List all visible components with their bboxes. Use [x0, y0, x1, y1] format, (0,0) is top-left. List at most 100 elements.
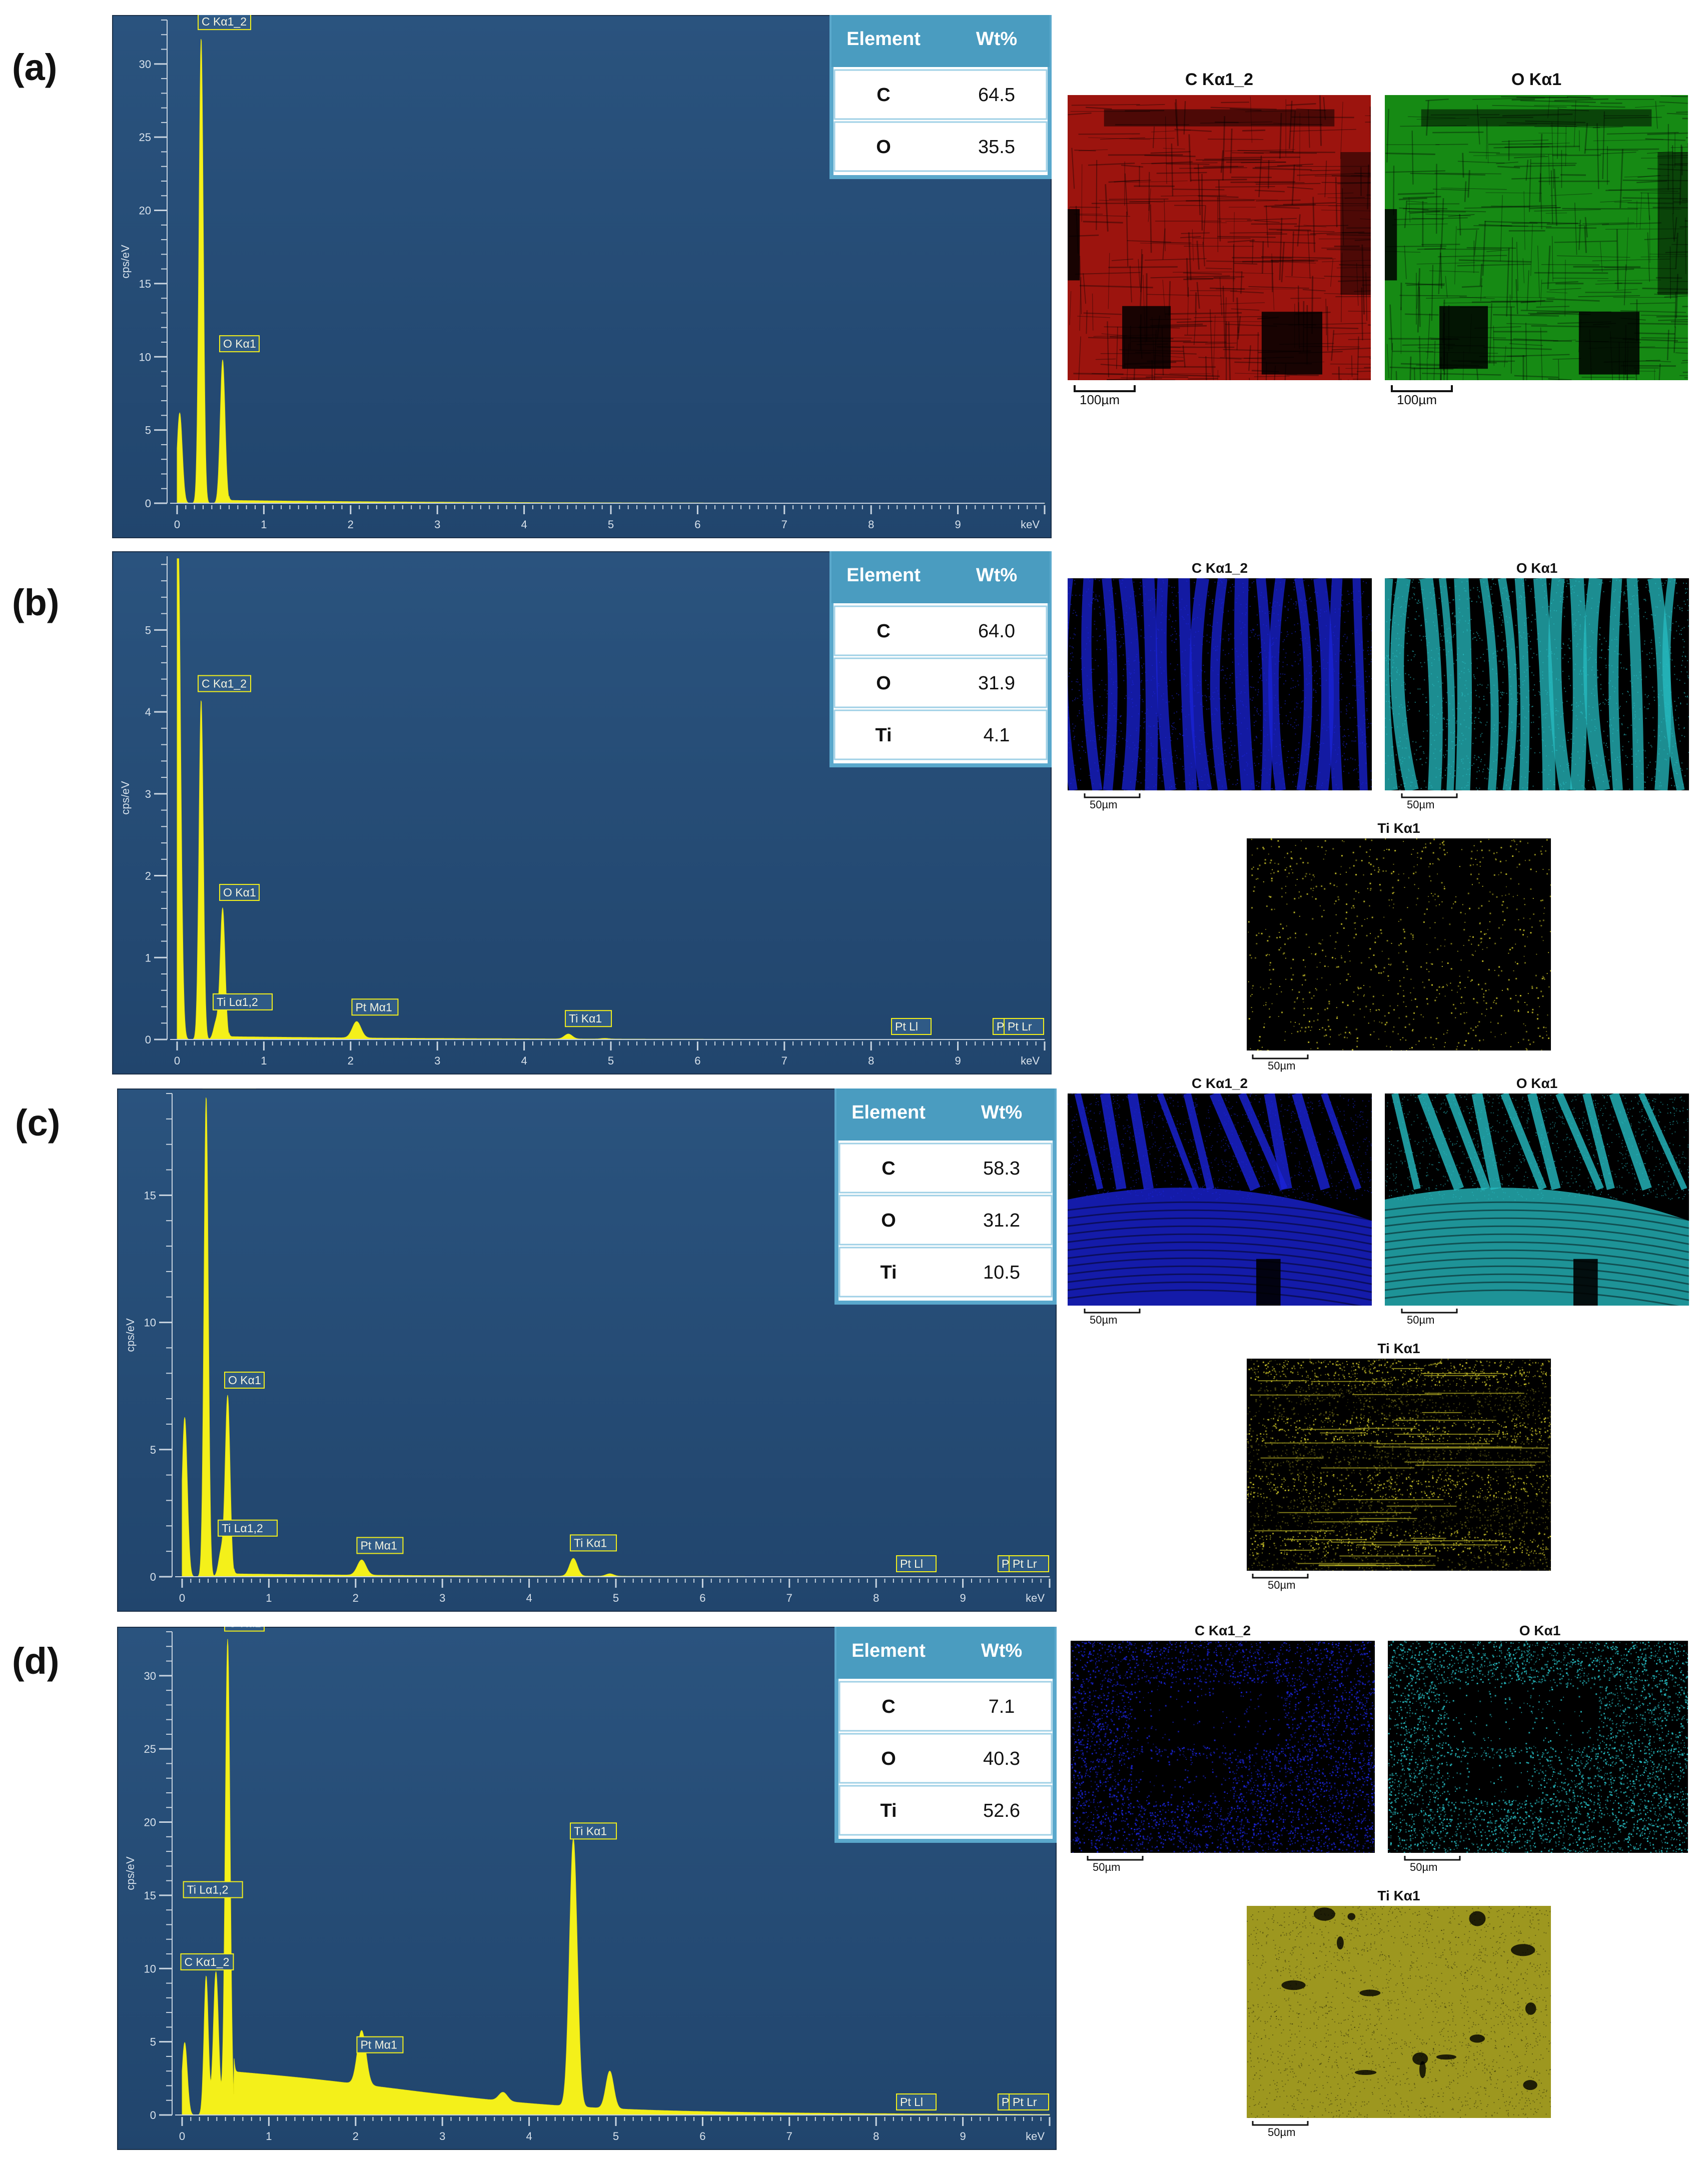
- table-cell-wt: 7.1: [989, 1696, 1015, 1717]
- peak-label: Ti Lα1,2: [183, 1881, 243, 1898]
- x-tick-label: 2: [348, 518, 354, 531]
- x-tick-label: 3: [434, 518, 440, 531]
- peak-label-text: O Kα1: [223, 337, 256, 350]
- x-tick-label: 5: [608, 1054, 614, 1067]
- table-row: [838, 1785, 1053, 1836]
- scale-bar: 100µm: [1074, 385, 1136, 406]
- elemental-map-ti-d: [1247, 1906, 1551, 2118]
- x-tick-label: 6: [694, 518, 700, 531]
- map-title: O Kα1: [1385, 560, 1689, 576]
- elemental-map-ti-c: [1247, 1359, 1551, 1571]
- map-title: O Kα1: [1385, 1075, 1689, 1092]
- x-tick-label: 2: [348, 1054, 354, 1067]
- peak-label-text: O Kα1: [228, 1374, 261, 1387]
- table-header-wt: Wt%: [981, 1640, 1022, 1661]
- peak-label: Pt Ll: [896, 2093, 937, 2110]
- peak-label: Pt Lr: [1009, 1555, 1049, 1572]
- table-cell-element: Ti: [880, 1800, 897, 1821]
- x-tick-label: 3: [439, 2130, 445, 2142]
- table-row: [833, 121, 1048, 172]
- element-table: Element Wt% C 58.3 O 31.2 Ti 10.5: [834, 1089, 1057, 1305]
- table-header-element: Element: [846, 565, 921, 586]
- scale-bar: 50µm: [1252, 2121, 1309, 2138]
- x-tick-label: 7: [786, 2130, 792, 2142]
- x-tick-label: 4: [526, 1592, 532, 1604]
- y-tick-label: 15: [144, 1889, 156, 1902]
- x-tick-label: 0: [179, 1592, 185, 1604]
- x-tick-label: 3: [439, 1592, 445, 1604]
- map-background: [1247, 838, 1551, 1050]
- x-tick-label: 6: [699, 1592, 705, 1604]
- y-tick-label: 15: [139, 278, 151, 290]
- map-signal: [1068, 1094, 1372, 1306]
- table-header-wt: Wt%: [976, 29, 1017, 50]
- y-tick-label: 10: [144, 1962, 156, 1975]
- peak-label-text: Pt Mα1: [355, 1000, 392, 1013]
- peak-label: O Kα1: [224, 1372, 265, 1389]
- table-cell-wt: 52.6: [983, 1800, 1020, 1821]
- y-tick-label: 30: [144, 1670, 156, 1682]
- map-title: C Kα1_2: [1071, 1623, 1375, 1639]
- x-tick-label: 0: [174, 1054, 180, 1067]
- table-cell-element: Ti: [880, 1262, 897, 1283]
- x-tick-label: 1: [266, 1592, 272, 1604]
- elemental-map-ti-b: [1247, 838, 1551, 1050]
- scale-bar: 50µm: [1084, 793, 1141, 811]
- x-tick-label: 1: [261, 1054, 267, 1067]
- peak-label: O Kα1: [224, 1627, 265, 1632]
- peak-label: Pt Mα1: [356, 1537, 404, 1554]
- y-tick-label: 4: [145, 706, 151, 718]
- peak-label-text: C Kα1_2: [202, 677, 247, 690]
- peak-label: Pt Lr: [1004, 1018, 1044, 1035]
- table-row: [833, 69, 1048, 120]
- table-row: [838, 1733, 1053, 1784]
- peak-label: Pt Ll: [891, 1018, 932, 1035]
- scale-bar: 100µm: [1391, 385, 1453, 406]
- scale-bar: 50µm: [1404, 1856, 1461, 1873]
- y-axis-label: cps/eV: [124, 1318, 137, 1352]
- table-header-element: Element: [846, 29, 921, 50]
- x-tick-label: 8: [873, 1592, 879, 1604]
- scale-bar: 50µm: [1084, 1309, 1141, 1326]
- panel-label-c: (c): [15, 1102, 60, 1144]
- table-cell-element: O: [881, 1210, 896, 1231]
- table-cell-element: O: [881, 1748, 896, 1769]
- scale-bar-label: 50µm: [1268, 2126, 1295, 2138]
- x-tick-label: 9: [960, 2130, 966, 2142]
- peak-label: O Kα1: [219, 884, 260, 901]
- map-title: O Kα1: [1388, 1623, 1692, 1639]
- panel-label-a: (a): [12, 46, 57, 89]
- y-tick-label: 30: [139, 58, 151, 71]
- elemental-map-c-d: [1071, 1641, 1375, 1853]
- map-signal: [1068, 578, 1372, 790]
- y-tick-label: 20: [139, 205, 151, 217]
- eds-spectrum-d: 0 1 2 3 4 5 6 7 8 9 keV 0 5 10 15 20 25 30 cps/eV O Kα1 Ti L…: [117, 1627, 1057, 2150]
- table-cell-wt: 31.9: [978, 673, 1015, 694]
- x-tick-label: 9: [960, 1592, 966, 1604]
- map-signal: [1385, 1094, 1689, 1306]
- peak-label: Ti Lα1,2: [218, 1519, 278, 1537]
- x-tick-label: 5: [608, 518, 614, 531]
- peak-label-text: Ti Lα1,2: [187, 1883, 229, 1896]
- table-cell-wt: 64.0: [978, 621, 1015, 642]
- scale-bar-label: 50µm: [1407, 798, 1434, 811]
- table-cell-wt: 35.5: [978, 137, 1015, 158]
- element-table: Element Wt% C 7.1 O 40.3 Ti 52.6: [834, 1627, 1057, 1843]
- peak-label-text: Ti Lα1,2: [222, 1522, 263, 1535]
- x-tick-label: 1: [266, 2130, 272, 2142]
- table-row: [838, 1681, 1053, 1732]
- scale-bar-label: 50µm: [1268, 1059, 1295, 1072]
- table-header-element: Element: [851, 1640, 926, 1661]
- peak-label-text: Pt Ll: [900, 1557, 923, 1570]
- table-cell-element: O: [876, 137, 891, 158]
- y-tick-label: 15: [144, 1189, 156, 1202]
- table-cell-element: O: [876, 673, 891, 694]
- map-signal: [1388, 1641, 1688, 1853]
- x-tick-label: 3: [434, 1054, 440, 1067]
- x-tick-label: 8: [868, 518, 874, 531]
- peak-label: C Kα1_2: [198, 15, 252, 31]
- y-tick-label: 5: [145, 624, 151, 636]
- x-tick-label: 9: [955, 518, 961, 531]
- elemental-map-c-b: [1068, 578, 1372, 790]
- element-table: Element Wt% C 64.5 O 35.5: [829, 15, 1052, 179]
